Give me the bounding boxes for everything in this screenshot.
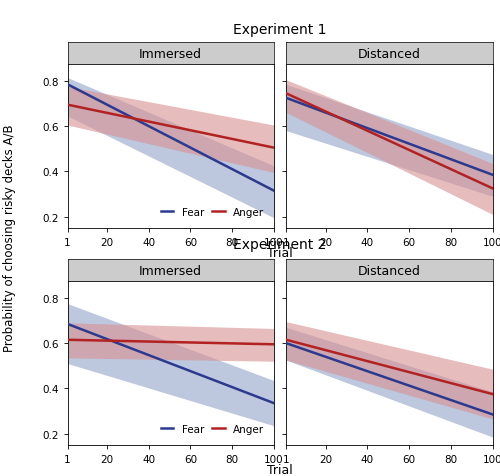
Text: Probability of choosing risky decks A/B: Probability of choosing risky decks A/B <box>4 124 16 352</box>
Text: Immersed: Immersed <box>139 48 202 60</box>
Legend: Fear, Anger: Fear, Anger <box>157 420 268 438</box>
Text: Experiment 2: Experiment 2 <box>234 237 326 251</box>
Text: Experiment 1: Experiment 1 <box>233 23 327 37</box>
Text: Trial: Trial <box>267 247 293 259</box>
Legend: Fear, Anger: Fear, Anger <box>157 203 268 222</box>
Text: Distanced: Distanced <box>358 48 421 60</box>
Text: Trial: Trial <box>267 463 293 476</box>
Text: Distanced: Distanced <box>358 264 421 277</box>
Text: Immersed: Immersed <box>139 264 202 277</box>
